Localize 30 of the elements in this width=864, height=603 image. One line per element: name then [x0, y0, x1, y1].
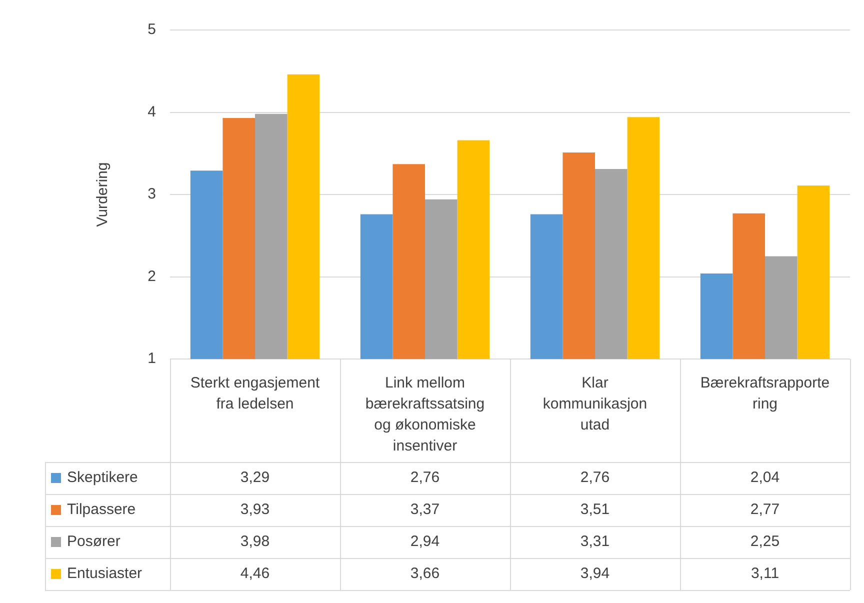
data-label: 2,25 — [750, 533, 780, 550]
data-label: 3,29 — [240, 469, 270, 486]
data-label: 3,11 — [750, 565, 780, 582]
data-label: 3,37 — [410, 501, 440, 518]
x-tick-label: Sterkt engasjement fra ledelsen — [190, 374, 320, 413]
y-tick-label: 5 — [148, 21, 156, 38]
legend-label: Posører — [67, 533, 120, 550]
data-label: 2,94 — [410, 533, 440, 550]
x-tick-label: Bærekraftsrapportering — [700, 374, 830, 413]
data-label: 3,66 — [410, 565, 440, 582]
data-label: 3,31 — [580, 533, 610, 550]
y-tick-label: 1 — [148, 350, 156, 368]
data-label: 2,77 — [750, 501, 780, 518]
x-tick-label: Klar kommunikasjon utad — [542, 374, 648, 434]
data-label: 4,46 — [240, 565, 270, 582]
legend-label: Tilpassere — [67, 501, 136, 518]
y-tick-label: 4 — [148, 103, 156, 120]
data-label: 2,04 — [750, 469, 780, 486]
y-tick-label: 3 — [148, 186, 156, 203]
data-label: 3,94 — [580, 565, 610, 582]
legend-label: Entusiaster — [67, 565, 142, 582]
x-tick-label: Link mellom bærekraftssatsing og økonomiske insentiver — [365, 374, 485, 455]
data-label: 3,51 — [580, 501, 610, 518]
data-label: 3,93 — [240, 501, 270, 518]
y-tick-label: 2 — [148, 268, 156, 285]
data-label: 2,76 — [580, 469, 610, 486]
data-label: 3,98 — [240, 533, 270, 550]
y-axis-title: Vurdering — [94, 162, 112, 227]
data-label: 2,76 — [410, 469, 440, 486]
legend-label: Skeptikere — [67, 469, 138, 486]
